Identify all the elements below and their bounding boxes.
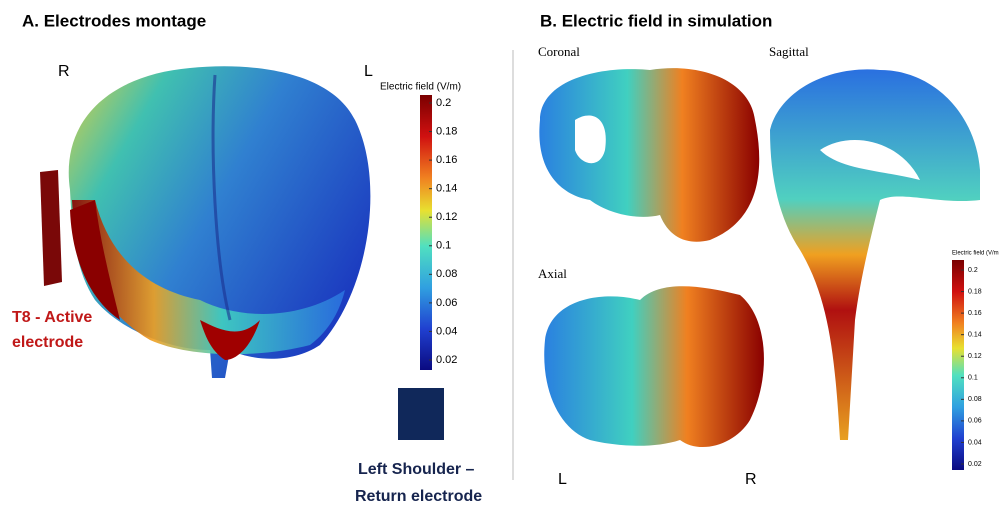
tick-label: 0.12 [968,353,982,360]
tick-label: 0.02 [968,461,982,468]
orientation-label: R [745,471,757,488]
brain-render [69,66,371,378]
figure: A. Electrodes montage R L T8 - Active el… [0,0,1004,508]
electrode-label: Left Shoulder – [358,461,475,478]
colorbar-title: Electric field (V/m) [380,82,461,93]
tick-label: 0.14 [968,332,982,339]
tick-label: 0.1 [436,240,451,252]
orientation-label: L [558,471,567,488]
tick-label: 0.02 [436,354,457,366]
side-label: L [364,63,373,80]
tick-label: 0.2 [968,267,978,274]
electrode-label: electrode [12,334,83,351]
electrode-label: Return electrode [355,488,482,505]
sagittal-slice [770,69,980,440]
coronal-slice [539,68,759,242]
colorbar-title: Electric field (V/m [952,251,999,257]
tick-label: 0.04 [436,325,457,337]
active-electrode [40,170,62,286]
colorbar-ticks: 0.2 0.18 0.16 0.14 0.12 0.1 0.08 0.06 0.04 0.02 [961,267,982,468]
view-label: Axial [538,266,567,281]
tick-label: 0.16 [436,154,457,166]
tick-label: 0.12 [436,211,457,223]
tick-label: 0.18 [968,288,982,295]
panel-title: B. Electric field in simulation [540,11,772,30]
tick-label: 0.1 [968,375,978,382]
panel-title: A. Electrodes montage [22,11,206,30]
view-label: Coronal [538,44,580,59]
tick-label: 0.18 [436,125,457,137]
colorbar-ticks: 0.2 0.18 0.16 0.14 0.12 0.1 0.08 0.06 0.04 0.02 [429,97,457,366]
view-label: Sagittal [769,44,809,59]
tick-label: 0.2 [436,97,451,109]
tick-label: 0.14 [436,183,457,195]
tick-label: 0.04 [968,439,982,446]
tick-label: 0.06 [436,297,457,309]
colorbar [420,95,432,370]
return-electrode [398,388,444,440]
side-label: R [58,63,70,80]
electrode-label: T8 - Active [12,309,92,326]
tick-label: 0.08 [968,396,982,403]
axial-slice [544,286,764,447]
tick-label: 0.16 [968,310,982,317]
tick-label: 0.08 [436,268,457,280]
tick-label: 0.06 [968,418,982,425]
